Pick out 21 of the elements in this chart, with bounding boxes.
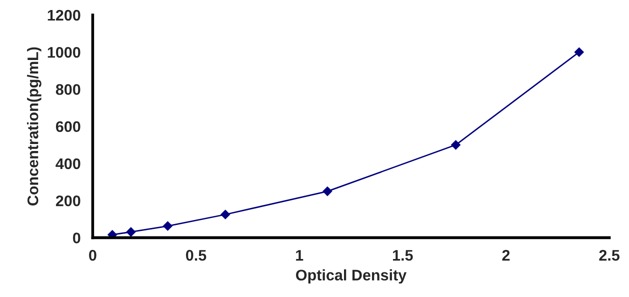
point bbox=[574, 47, 584, 57]
x-tick-label: 0.5 bbox=[186, 250, 206, 261]
y-axis-title: Concentration(pg/mL) bbox=[27, 47, 42, 206]
x-tick-label: 0 bbox=[89, 250, 96, 261]
y-tick-label: 600 bbox=[56, 121, 80, 132]
x-tick-label: 2.5 bbox=[599, 250, 620, 261]
y-tick-label: 400 bbox=[56, 158, 80, 170]
y-tick-label: 200 bbox=[56, 195, 80, 206]
y-tick-label: 0 bbox=[73, 232, 80, 244]
x-axis-title: Optical Density bbox=[296, 269, 407, 284]
x-tick-label: 1.5 bbox=[393, 250, 413, 261]
point bbox=[220, 210, 230, 220]
y-tick-label: 1200 bbox=[48, 10, 80, 21]
y-tick-label: 1000 bbox=[48, 46, 80, 58]
point bbox=[163, 221, 172, 231]
x-tick-label: 2 bbox=[502, 250, 510, 261]
point bbox=[451, 140, 460, 150]
x-tick-label: 1 bbox=[296, 250, 304, 261]
y-tick-label: 800 bbox=[56, 84, 80, 95]
point bbox=[322, 186, 332, 196]
point bbox=[126, 227, 136, 237]
